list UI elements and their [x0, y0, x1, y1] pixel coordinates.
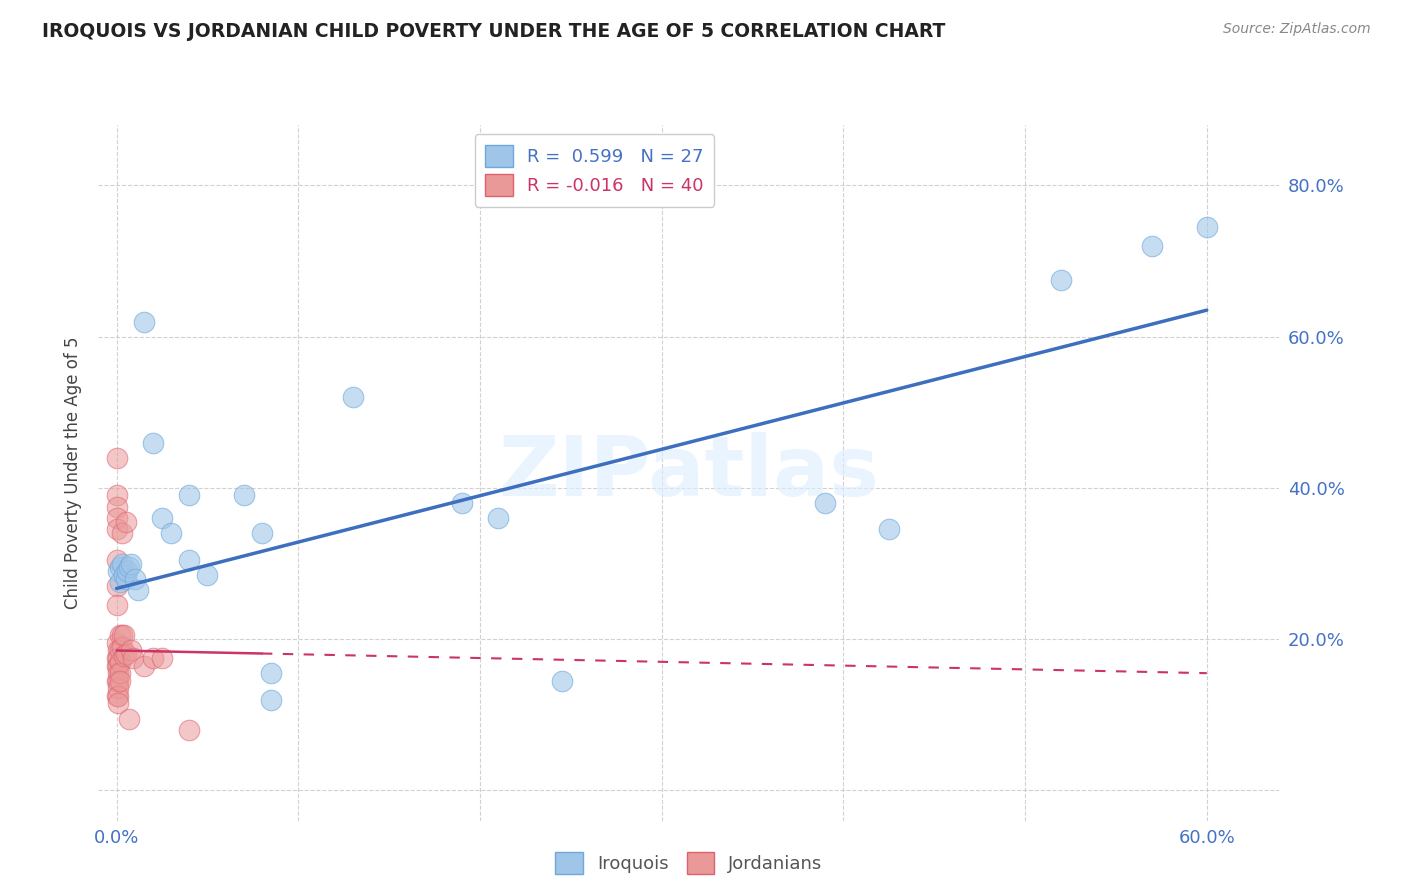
Point — [127, 582, 149, 597]
Point — [142, 651, 165, 665]
Legend: Iroquois, Jordanians: Iroquois, Jordanians — [548, 845, 830, 881]
Point — [107, 666, 129, 681]
Point — [107, 689, 129, 703]
Point — [150, 511, 173, 525]
Point — [105, 651, 128, 665]
Point — [877, 523, 900, 537]
Point — [105, 450, 128, 465]
Point — [107, 658, 129, 673]
Point — [142, 435, 165, 450]
Point — [160, 526, 183, 541]
Point — [118, 712, 141, 726]
Point — [342, 390, 364, 404]
Point — [450, 496, 472, 510]
Point — [107, 681, 129, 696]
Point — [117, 564, 139, 578]
Point — [124, 572, 146, 586]
Point — [110, 560, 132, 574]
Point — [120, 557, 142, 571]
Point — [105, 511, 128, 525]
Text: ZIPatlas: ZIPatlas — [499, 433, 879, 513]
Point — [232, 488, 254, 502]
Point — [486, 511, 509, 525]
Point — [107, 564, 129, 578]
Point — [111, 557, 134, 571]
Point — [260, 666, 283, 681]
Point — [112, 628, 135, 642]
Point — [105, 500, 128, 514]
Point — [105, 673, 128, 688]
Point — [105, 658, 128, 673]
Point — [105, 552, 128, 567]
Point — [1050, 273, 1073, 287]
Point — [110, 666, 132, 681]
Point — [250, 526, 273, 541]
Point — [1142, 239, 1164, 253]
Point — [179, 488, 201, 502]
Point — [112, 567, 135, 582]
Point — [105, 689, 128, 703]
Text: IROQUOIS VS JORDANIAN CHILD POVERTY UNDER THE AGE OF 5 CORRELATION CHART: IROQUOIS VS JORDANIAN CHILD POVERTY UNDE… — [42, 22, 946, 41]
Point — [112, 648, 135, 663]
Point — [105, 598, 128, 612]
Point — [111, 640, 134, 654]
Point — [118, 560, 141, 574]
Point — [107, 643, 129, 657]
Point — [122, 651, 145, 665]
Point — [132, 658, 155, 673]
Point — [814, 496, 837, 510]
Point — [105, 523, 128, 537]
Point — [114, 515, 136, 529]
Point — [260, 692, 283, 706]
Point — [105, 488, 128, 502]
Point — [150, 651, 173, 665]
Point — [111, 526, 134, 541]
Point — [1195, 219, 1218, 234]
Point — [107, 673, 129, 688]
Point — [114, 572, 136, 586]
Y-axis label: Child Poverty Under the Age of 5: Child Poverty Under the Age of 5 — [65, 336, 83, 609]
Point — [110, 575, 132, 590]
Point — [179, 723, 201, 737]
Point — [105, 579, 128, 593]
Point — [110, 643, 132, 657]
Point — [110, 655, 132, 669]
Point — [551, 673, 574, 688]
Point — [110, 628, 132, 642]
Point — [179, 552, 201, 567]
Point — [114, 647, 136, 661]
Point — [132, 314, 155, 328]
Point — [105, 636, 128, 650]
Point — [107, 651, 129, 665]
Point — [197, 567, 219, 582]
Point — [110, 673, 132, 688]
Point — [107, 697, 129, 711]
Point — [120, 643, 142, 657]
Text: Source: ZipAtlas.com: Source: ZipAtlas.com — [1223, 22, 1371, 37]
Point — [111, 628, 134, 642]
